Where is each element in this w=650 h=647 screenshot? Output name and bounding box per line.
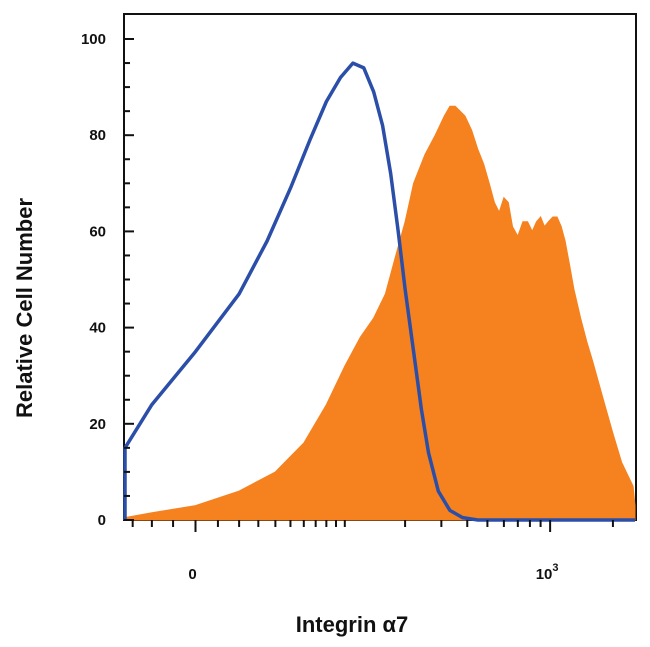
x-axis-ticks: [131, 520, 614, 532]
y-axis-title: Relative Cell Number: [12, 198, 37, 419]
x-axis-labels: 0103104105: [188, 562, 559, 583]
plot-area: [123, 13, 637, 532]
histogram-outline-series: [123, 61, 635, 522]
x-tick-label: 0: [188, 566, 196, 583]
y-axis-labels: 0 20 40 60 80 100: [81, 31, 106, 529]
series-layer: [123, 61, 636, 522]
y-axis-ticks: [124, 38, 134, 521]
y-tick-label: 100: [81, 31, 106, 48]
histogram-filled-series: [124, 105, 636, 521]
x-axis-title: Integrin α7: [296, 612, 409, 637]
y-tick-label: 40: [89, 320, 106, 337]
y-tick-label: 20: [89, 416, 106, 433]
y-tick-label: 60: [89, 223, 106, 240]
y-tick-label: 0: [98, 512, 106, 529]
x-tick-label: 103: [536, 562, 559, 583]
y-tick-label: 80: [89, 127, 106, 144]
